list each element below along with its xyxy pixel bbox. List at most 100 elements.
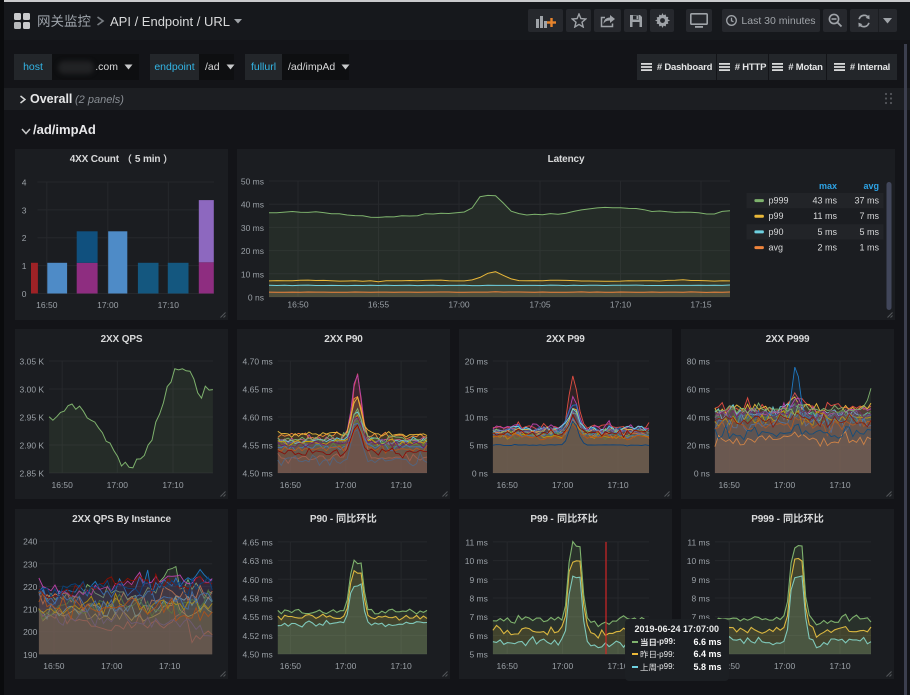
svg-text:0: 0	[22, 289, 27, 299]
svg-text:43 ms: 43 ms	[812, 196, 837, 206]
svg-text:17:10: 17:10	[607, 661, 629, 671]
svg-text:4.70 ms: 4.70 ms	[243, 357, 273, 367]
svg-text:240: 240	[23, 537, 37, 547]
svg-text:16:50: 16:50	[280, 480, 302, 490]
svg-text:17:00: 17:00	[774, 480, 796, 490]
svg-text:17:00: 17:00	[97, 300, 119, 310]
svg-text:avg: avg	[863, 181, 879, 191]
svg-text:17:00: 17:00	[101, 661, 123, 671]
svg-text:4.60 ms: 4.60 ms	[243, 413, 273, 423]
svg-text:16:50: 16:50	[280, 661, 302, 671]
svg-text:60 ms: 60 ms	[687, 385, 710, 395]
svg-text:30 ms: 30 ms	[241, 223, 264, 233]
svg-text:p90: p90	[769, 227, 784, 237]
svg-text:10 ms: 10 ms	[241, 269, 264, 279]
svg-text:20 ms: 20 ms	[241, 246, 264, 256]
svg-text:17:15: 17:15	[690, 300, 712, 310]
svg-text:0 ns: 0 ns	[694, 469, 710, 479]
svg-text:3.05 K: 3.05 K	[20, 357, 45, 367]
svg-text:10 ms: 10 ms	[465, 556, 488, 566]
svg-text:17:00: 17:00	[774, 661, 796, 671]
svg-text:4.55 ms: 4.55 ms	[243, 612, 273, 622]
svg-text:16:50: 16:50	[497, 480, 519, 490]
svg-text:190: 190	[23, 650, 37, 660]
svg-text:2: 2	[22, 233, 27, 243]
svg-text:16:50: 16:50	[719, 661, 741, 671]
svg-text:16:50: 16:50	[43, 661, 65, 671]
svg-text:7 ms: 7 ms	[691, 612, 709, 622]
svg-text:9 ms: 9 ms	[691, 575, 709, 585]
svg-text:16:50: 16:50	[497, 661, 519, 671]
svg-text:1 ms: 1 ms	[859, 243, 879, 253]
svg-text:9 ms: 9 ms	[469, 575, 487, 585]
svg-text:8 ms: 8 ms	[691, 594, 709, 604]
svg-text:50 ms: 50 ms	[241, 177, 264, 187]
svg-text:17:10: 17:10	[610, 300, 632, 310]
svg-text:37 ms: 37 ms	[854, 196, 879, 206]
svg-text:3.00 K: 3.00 K	[20, 385, 45, 395]
svg-text:10 ms: 10 ms	[465, 413, 488, 423]
svg-text:17:00: 17:00	[335, 661, 357, 671]
svg-text:16:55: 16:55	[368, 300, 390, 310]
svg-text:2.90 K: 2.90 K	[20, 441, 45, 451]
svg-text:40 ms: 40 ms	[241, 200, 264, 210]
svg-text:5 ms: 5 ms	[469, 441, 487, 451]
svg-text:10 ms: 10 ms	[687, 556, 710, 566]
svg-text:max: max	[819, 181, 837, 191]
svg-text:0 ns: 0 ns	[248, 293, 264, 303]
svg-text:16:50: 16:50	[52, 480, 74, 490]
svg-text:210: 210	[23, 605, 37, 615]
svg-text:4.65 ms: 4.65 ms	[243, 537, 273, 547]
svg-text:11 ms: 11 ms	[813, 211, 837, 221]
svg-text:17:05: 17:05	[529, 300, 551, 310]
svg-text:40 ms: 40 ms	[687, 413, 710, 423]
svg-text:4.50 ms: 4.50 ms	[243, 650, 273, 660]
svg-text:4.52 ms: 4.52 ms	[243, 631, 273, 641]
svg-text:17:00: 17:00	[552, 480, 574, 490]
svg-text:5 ms: 5 ms	[469, 650, 487, 660]
svg-text:avg: avg	[769, 243, 784, 253]
svg-text:5 ms: 5 ms	[859, 227, 879, 237]
svg-text:7 ms: 7 ms	[469, 612, 487, 622]
svg-text:17:10: 17:10	[390, 661, 412, 671]
svg-text:17:10: 17:10	[158, 300, 180, 310]
svg-text:20 ms: 20 ms	[465, 357, 488, 367]
svg-text:16:50: 16:50	[287, 300, 309, 310]
svg-text:15 ms: 15 ms	[465, 385, 488, 395]
svg-text:4.50 ms: 4.50 ms	[243, 469, 273, 479]
svg-text:0 ns: 0 ns	[472, 469, 488, 479]
svg-text:4.55 ms: 4.55 ms	[243, 441, 273, 451]
svg-text:220: 220	[23, 582, 37, 592]
svg-text:2.95 K: 2.95 K	[20, 413, 45, 423]
svg-text:p99: p99	[769, 211, 784, 221]
svg-text:7 ms: 7 ms	[859, 211, 879, 221]
svg-text:16:50: 16:50	[719, 480, 741, 490]
svg-text:11 ms: 11 ms	[687, 537, 710, 547]
svg-text:4.63 ms: 4.63 ms	[243, 556, 273, 566]
svg-text:16:50: 16:50	[36, 300, 58, 310]
svg-text:5 ms: 5 ms	[817, 227, 837, 237]
svg-text:17:00: 17:00	[107, 480, 129, 490]
svg-text:8 ms: 8 ms	[469, 594, 487, 604]
svg-text:17:10: 17:10	[829, 480, 851, 490]
svg-text:11 ms: 11 ms	[465, 537, 488, 547]
svg-text:200: 200	[23, 627, 37, 637]
svg-text:230: 230	[23, 559, 37, 569]
svg-text:17:10: 17:10	[159, 661, 181, 671]
svg-text:6 ms: 6 ms	[469, 631, 487, 641]
svg-text:17:10: 17:10	[607, 480, 629, 490]
svg-text:4: 4	[22, 178, 27, 188]
svg-text:p999: p999	[769, 196, 789, 206]
svg-text:17:00: 17:00	[448, 300, 470, 310]
svg-text:17:00: 17:00	[335, 480, 357, 490]
svg-text:17:10: 17:10	[829, 661, 851, 671]
svg-text:80 ms: 80 ms	[687, 357, 710, 367]
svg-text:2 ms: 2 ms	[817, 243, 837, 253]
svg-text:17:10: 17:10	[390, 480, 412, 490]
svg-text:17:10: 17:10	[162, 480, 184, 490]
svg-text:3: 3	[22, 205, 27, 215]
svg-text:4.65 ms: 4.65 ms	[243, 385, 273, 395]
svg-text:1: 1	[22, 261, 27, 271]
svg-text:4.58 ms: 4.58 ms	[243, 594, 273, 604]
svg-text:2.85 K: 2.85 K	[20, 469, 45, 479]
